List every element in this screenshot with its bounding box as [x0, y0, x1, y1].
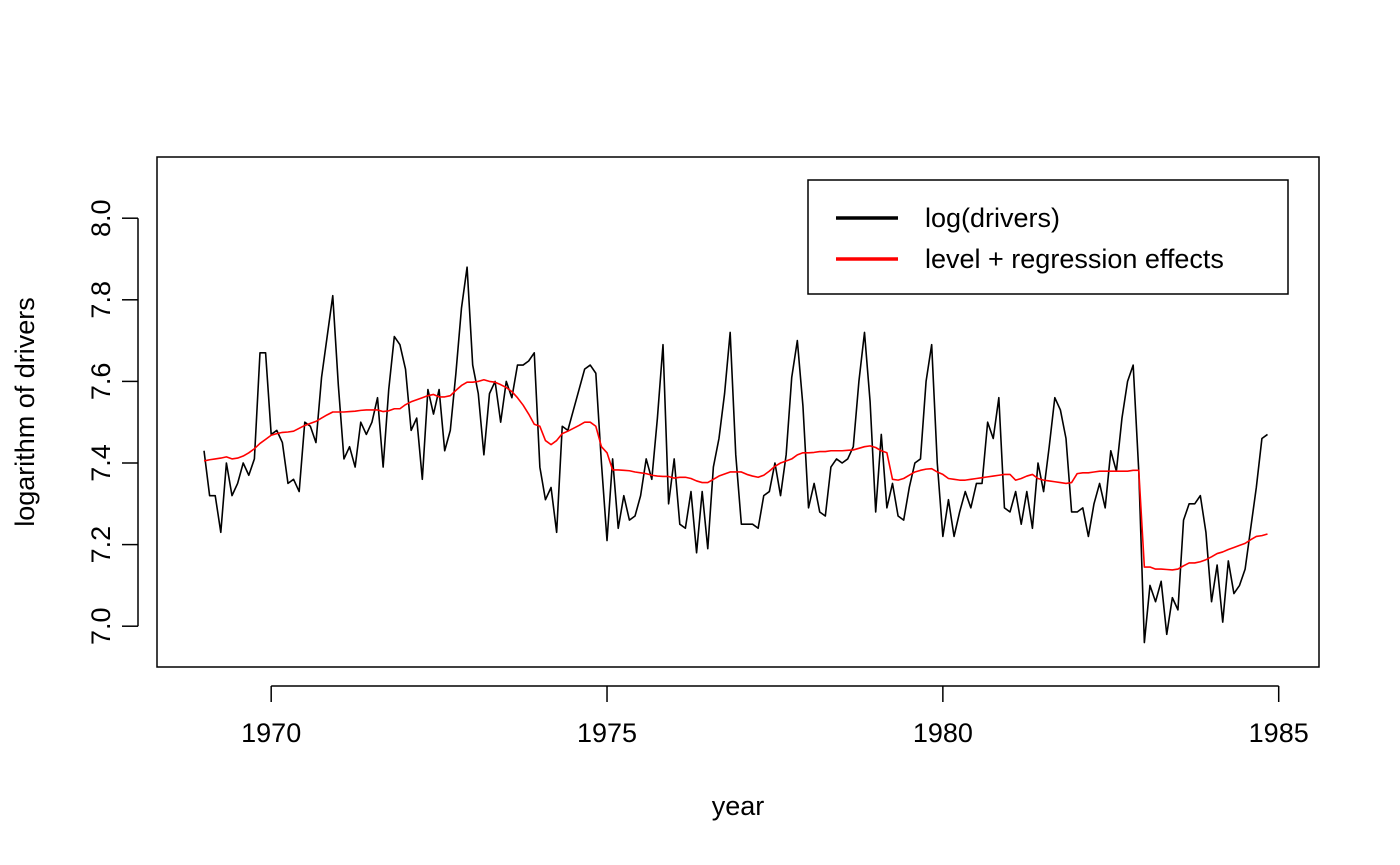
series-line-log-drivers	[203, 266, 1268, 644]
y-tick-label: 7.0	[86, 607, 116, 645]
x-tick-label: 1980	[913, 718, 973, 748]
plot-frame	[156, 156, 1320, 668]
y-tick-label: 7.2	[86, 526, 116, 564]
legend-box	[807, 179, 1289, 295]
legend-label-log-drivers: log(drivers)	[925, 203, 1060, 233]
legend: log(drivers) level + regression effects	[807, 179, 1289, 295]
y-tick-label: 8.0	[86, 199, 116, 237]
y-axis-label: logarithm of drivers	[10, 297, 40, 527]
series-layer	[203, 266, 1268, 644]
x-axis-label: year	[712, 791, 765, 821]
legend-label-level-regression: level + regression effects	[925, 244, 1224, 274]
y-tick-label: 7.6	[86, 363, 116, 401]
x-tick-label: 1985	[1249, 718, 1309, 748]
x-tick-label: 1975	[577, 718, 637, 748]
y-tick-label: 7.8	[86, 281, 116, 319]
x-tick-label: 1970	[241, 718, 301, 748]
y-tick-label: 7.4	[86, 444, 116, 482]
axis-layer: 1970 1975 1980 1985 7.0 7.2 7.4 7.6 7.8 8.0	[86, 199, 1309, 748]
series-line-level-regression	[203, 378, 1268, 571]
